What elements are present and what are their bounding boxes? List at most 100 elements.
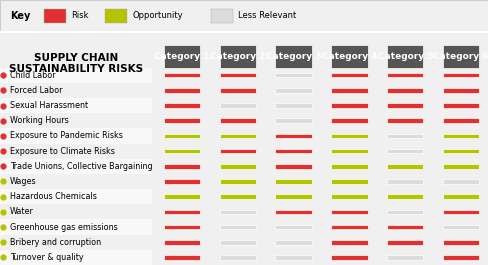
Text: Risk: Risk (71, 11, 88, 20)
Bar (386, 225, 423, 229)
Bar (163, 73, 200, 77)
Bar (0, 0, 488, 32)
Bar (386, 45, 423, 68)
Bar (0, 144, 151, 159)
Bar (331, 164, 367, 169)
Text: Working Hours: Working Hours (10, 116, 68, 125)
Bar (163, 134, 200, 138)
Bar (219, 103, 255, 108)
Bar (0, 250, 151, 265)
Text: Exposure to Pandemic Risks: Exposure to Pandemic Risks (10, 131, 122, 140)
Bar (386, 194, 423, 199)
Bar (0, 83, 151, 98)
Bar (219, 149, 255, 153)
Bar (219, 240, 255, 245)
Bar (163, 225, 200, 229)
Bar (275, 240, 311, 245)
Bar (0, 128, 151, 144)
Bar (442, 255, 478, 260)
Bar (275, 255, 311, 260)
Bar (210, 9, 232, 23)
Bar (386, 210, 423, 214)
Bar (163, 118, 200, 123)
Bar (331, 149, 367, 153)
Bar (442, 88, 478, 93)
Text: Exposure to Climate Risks: Exposure to Climate Risks (10, 147, 114, 156)
Bar (163, 240, 200, 245)
Text: Trade Unions, Collective Bargaining: Trade Unions, Collective Bargaining (10, 162, 152, 171)
Text: Water: Water (10, 207, 34, 216)
Text: Sexual Harassment: Sexual Harassment (10, 101, 88, 110)
Bar (275, 164, 311, 169)
Bar (275, 73, 311, 77)
Bar (275, 194, 311, 199)
Bar (442, 149, 478, 153)
Bar (275, 118, 311, 123)
Bar (0, 189, 151, 204)
Bar (442, 164, 478, 169)
Bar (219, 164, 255, 169)
Bar (442, 45, 478, 68)
Bar (442, 134, 478, 138)
Bar (219, 88, 255, 93)
Text: Forced Labor: Forced Labor (10, 86, 62, 95)
Bar (331, 88, 367, 93)
Bar (331, 255, 367, 260)
Bar (163, 103, 200, 108)
Bar (0, 98, 151, 113)
Bar (219, 179, 255, 184)
Bar (219, 73, 255, 77)
Bar (442, 179, 478, 184)
Text: Category 5: Category 5 (377, 52, 432, 61)
Bar (0, 204, 151, 219)
Bar (163, 179, 200, 184)
Bar (219, 118, 255, 123)
Bar (0, 235, 151, 250)
Bar (275, 45, 311, 68)
Bar (0, 159, 151, 174)
Bar (386, 103, 423, 108)
Bar (275, 149, 311, 153)
Bar (219, 45, 255, 68)
Bar (331, 134, 367, 138)
Bar (0, 68, 151, 83)
Bar (44, 9, 66, 23)
Bar (163, 194, 200, 199)
Text: Turnover & quality: Turnover & quality (10, 253, 83, 262)
Bar (331, 210, 367, 214)
Bar (386, 164, 423, 169)
Text: SUPPLY CHAIN
SUSTAINABILITY RISKS: SUPPLY CHAIN SUSTAINABILITY RISKS (9, 53, 142, 74)
Bar (386, 88, 423, 93)
Bar (331, 103, 367, 108)
Bar (219, 255, 255, 260)
Text: Hazardous Chemicals: Hazardous Chemicals (10, 192, 97, 201)
Bar (386, 179, 423, 184)
Bar (331, 225, 367, 229)
Bar (442, 118, 478, 123)
Bar (275, 103, 311, 108)
Bar (386, 240, 423, 245)
Bar (442, 103, 478, 108)
Text: Wages: Wages (10, 177, 36, 186)
Text: Category 1: Category 1 (154, 52, 209, 61)
Text: Category 3: Category 3 (265, 52, 321, 61)
Bar (219, 194, 255, 199)
Bar (442, 210, 478, 214)
Bar (163, 88, 200, 93)
Bar (163, 210, 200, 214)
Text: Category 2: Category 2 (210, 52, 265, 61)
Bar (219, 225, 255, 229)
Bar (386, 255, 423, 260)
Bar (331, 179, 367, 184)
Bar (331, 45, 367, 68)
Bar (386, 149, 423, 153)
Bar (442, 73, 478, 77)
Text: Less Relevant: Less Relevant (237, 11, 295, 20)
Bar (219, 210, 255, 214)
Bar (331, 240, 367, 245)
Text: Greenhouse gas emissions: Greenhouse gas emissions (10, 223, 117, 232)
Bar (275, 88, 311, 93)
Bar (275, 134, 311, 138)
Bar (386, 73, 423, 77)
Bar (331, 73, 367, 77)
